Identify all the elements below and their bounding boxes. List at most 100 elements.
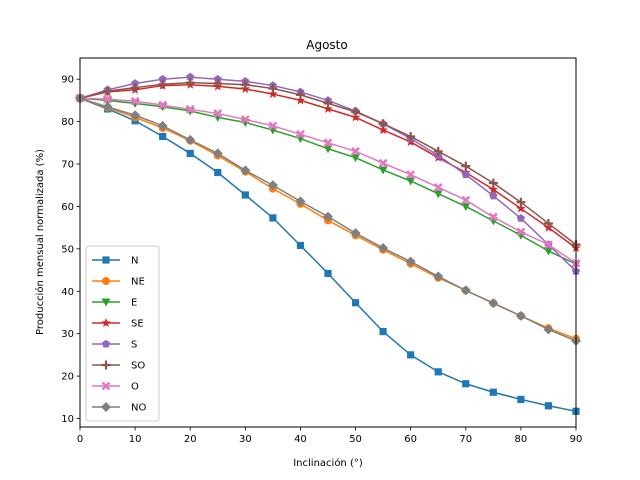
x-tick-label: 80 bbox=[515, 434, 528, 445]
y-tick-label: 20 bbox=[61, 372, 74, 383]
legend-label-e: E bbox=[131, 298, 137, 309]
data-point-no bbox=[157, 120, 168, 131]
data-point-so bbox=[323, 98, 333, 108]
series-o bbox=[75, 93, 581, 268]
data-point-o bbox=[544, 240, 553, 250]
data-point-so bbox=[268, 84, 278, 94]
data-point-no bbox=[102, 101, 113, 112]
data-point-e bbox=[378, 166, 388, 175]
data-point-o bbox=[378, 158, 388, 168]
y-tick-label: 70 bbox=[61, 160, 74, 171]
data-point-o bbox=[158, 100, 168, 110]
y-axis: 10 20 30 40 50 60 70 80 90 bbox=[61, 75, 80, 425]
legend-label-o: O bbox=[131, 382, 139, 393]
x-axis: 0 10 20 30 40 50 60 70 80 90 bbox=[77, 427, 582, 445]
data-point-no bbox=[323, 211, 333, 222]
data-point-s bbox=[461, 170, 470, 179]
data-point-so bbox=[295, 90, 305, 100]
data-point-o bbox=[130, 96, 140, 106]
data-point-s bbox=[213, 74, 222, 83]
data-point-s bbox=[516, 214, 525, 222]
data-point-o bbox=[240, 115, 250, 124]
data-point-no bbox=[350, 228, 361, 239]
legend-marker-so bbox=[101, 360, 111, 370]
data-point-no bbox=[295, 196, 306, 207]
data-point-so bbox=[103, 86, 113, 96]
data-point-so bbox=[240, 80, 250, 90]
data-point-n bbox=[489, 388, 497, 396]
data-point-so bbox=[158, 79, 168, 89]
x-tick-label: 70 bbox=[459, 434, 472, 445]
data-point-no bbox=[240, 165, 251, 176]
data-point-n bbox=[159, 132, 167, 141]
data-point-no bbox=[460, 285, 471, 296]
data-point-o bbox=[351, 146, 360, 156]
data-point-s bbox=[131, 79, 140, 87]
data-point-n bbox=[517, 395, 525, 404]
data-point-se bbox=[350, 112, 361, 122]
legend-marker-n bbox=[102, 256, 110, 264]
data-point-so bbox=[543, 218, 553, 228]
legend-label-se: SE bbox=[131, 319, 144, 330]
data-point-n bbox=[296, 241, 305, 250]
legend-marker-se bbox=[101, 318, 111, 328]
data-point-o bbox=[516, 227, 526, 237]
y-axis-label: Producción mensual normalizada (%) bbox=[34, 149, 46, 335]
data-point-so bbox=[488, 178, 498, 188]
data-point-n bbox=[351, 299, 360, 307]
data-point-so bbox=[351, 107, 361, 117]
legend-label-no: NO bbox=[131, 403, 146, 414]
legend-marker-no bbox=[101, 402, 111, 412]
data-point-n bbox=[241, 191, 249, 199]
data-point-so bbox=[130, 83, 140, 93]
data-point-so bbox=[185, 78, 195, 88]
legend-marker-e bbox=[101, 298, 111, 307]
data-point-o bbox=[103, 94, 112, 104]
x-axis-label: Inclinación (°) bbox=[293, 457, 363, 469]
series-layer bbox=[75, 72, 581, 415]
data-point-e bbox=[323, 145, 333, 154]
legend-item-e: E bbox=[92, 298, 137, 309]
data-point-no bbox=[130, 110, 141, 121]
y-tick-label: 80 bbox=[61, 117, 74, 128]
data-point-o bbox=[433, 182, 443, 192]
x-tick-label: 60 bbox=[404, 434, 417, 445]
data-point-n bbox=[269, 214, 277, 222]
data-point-so bbox=[378, 119, 388, 129]
legend-frame bbox=[85, 245, 160, 422]
legend-label-s: S bbox=[131, 340, 137, 351]
data-point-s bbox=[489, 191, 498, 200]
data-point-se bbox=[488, 184, 499, 194]
data-point-no bbox=[543, 324, 554, 335]
legend-item-o: O bbox=[92, 382, 139, 393]
data-point-n bbox=[214, 168, 222, 177]
data-point-no bbox=[433, 271, 444, 282]
data-point-o bbox=[185, 104, 195, 114]
legend-label-n: N bbox=[131, 256, 138, 267]
x-tick-label: 0 bbox=[77, 434, 83, 445]
data-point-e bbox=[461, 202, 471, 211]
legend-label-ne: NE bbox=[131, 277, 145, 288]
plot-frame bbox=[79, 57, 577, 428]
data-point-n bbox=[544, 402, 553, 410]
y-tick-label: 30 bbox=[61, 329, 74, 340]
legend-item-se: SE bbox=[92, 318, 144, 330]
data-point-se bbox=[378, 125, 388, 135]
legend-item-no: NO bbox=[92, 402, 146, 414]
data-point-o bbox=[323, 138, 333, 148]
legend-marker-o bbox=[101, 381, 111, 391]
chart-title: Agosto bbox=[306, 38, 347, 52]
y-tick-label: 90 bbox=[61, 75, 74, 86]
data-point-so bbox=[461, 161, 471, 171]
data-point-e bbox=[406, 177, 416, 186]
data-point-so bbox=[213, 78, 223, 88]
data-point-so bbox=[406, 131, 416, 141]
legend-marker-ne bbox=[102, 277, 110, 285]
data-point-s bbox=[158, 74, 167, 83]
legend-item-so: SO bbox=[92, 360, 145, 372]
data-point-no bbox=[405, 256, 416, 267]
series-no bbox=[75, 93, 581, 346]
data-point-so bbox=[433, 146, 443, 156]
y-tick-label: 10 bbox=[61, 414, 74, 425]
